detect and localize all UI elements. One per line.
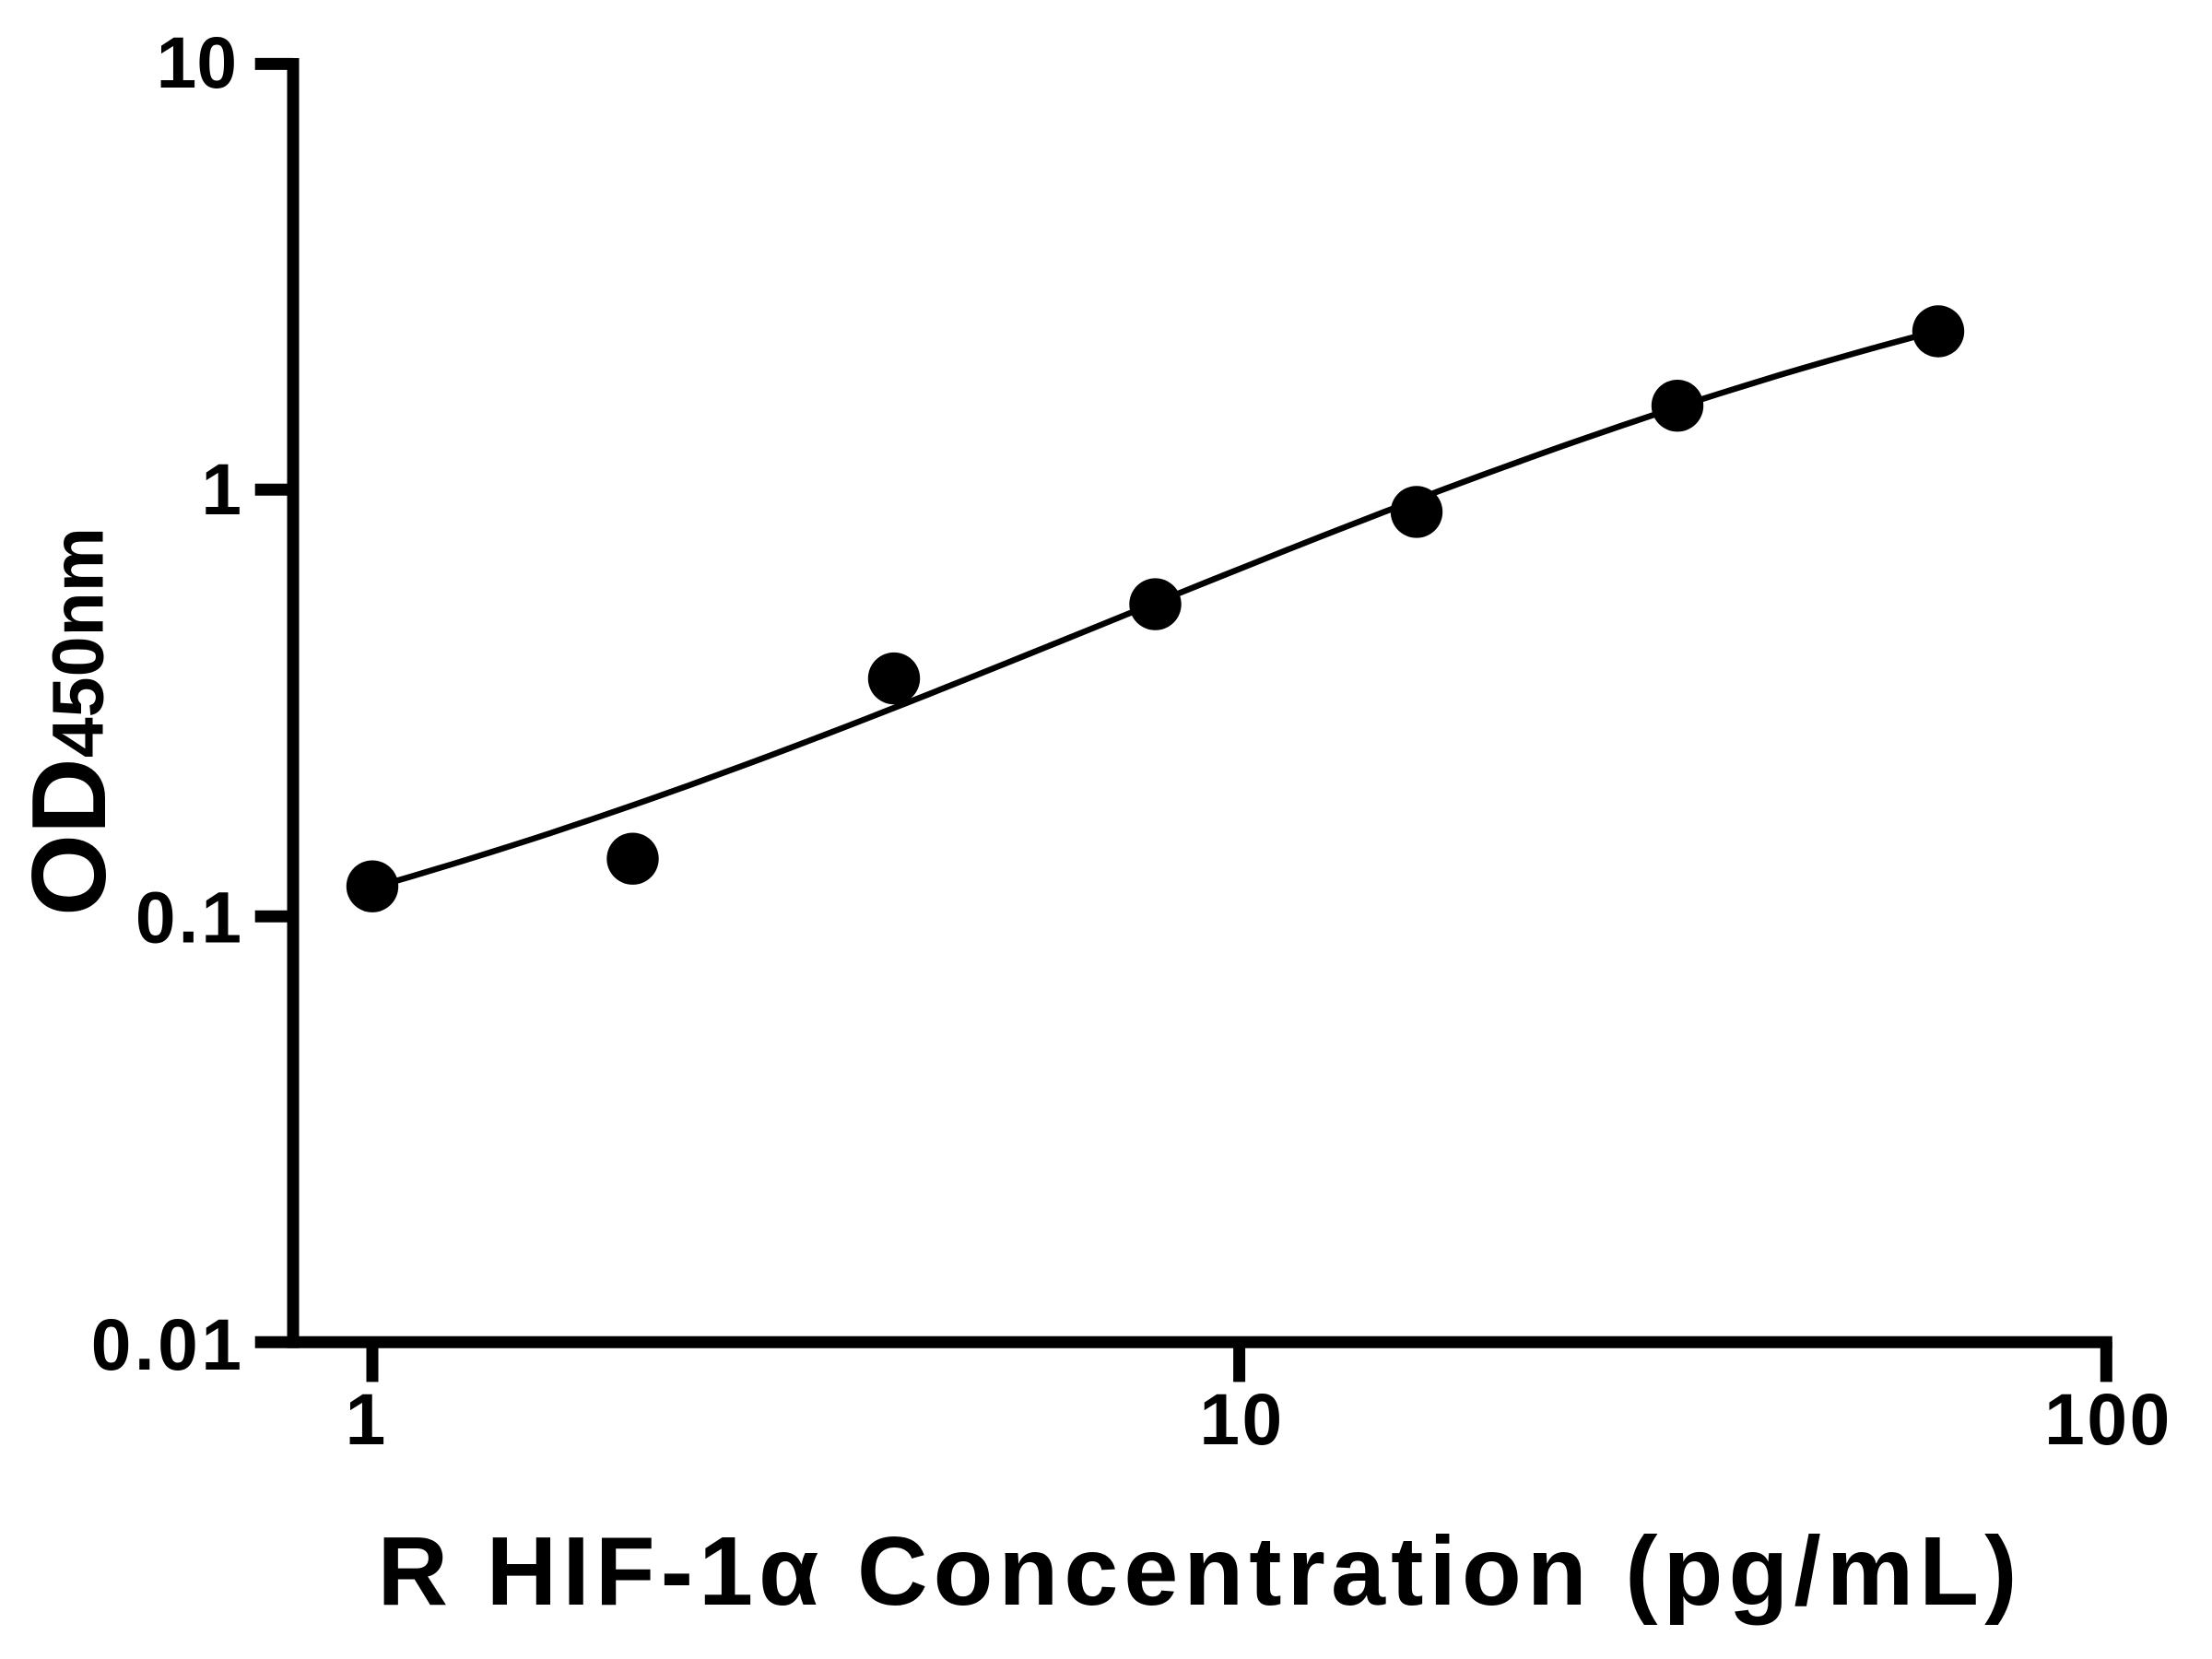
svg-text:10: 10 <box>1199 1379 1284 1460</box>
svg-text:100: 100 <box>2044 1379 2172 1460</box>
svg-text:10: 10 <box>157 22 237 103</box>
svg-text:0.01: 0.01 <box>91 1304 245 1385</box>
svg-text:0.1: 0.1 <box>135 877 244 959</box>
svg-text:1: 1 <box>201 449 241 530</box>
svg-text:R HIF-1α Concentration (pg/mL): R HIF-1α Concentration (pg/mL) <box>377 1517 2022 1626</box>
svg-text:1: 1 <box>346 1379 386 1460</box>
